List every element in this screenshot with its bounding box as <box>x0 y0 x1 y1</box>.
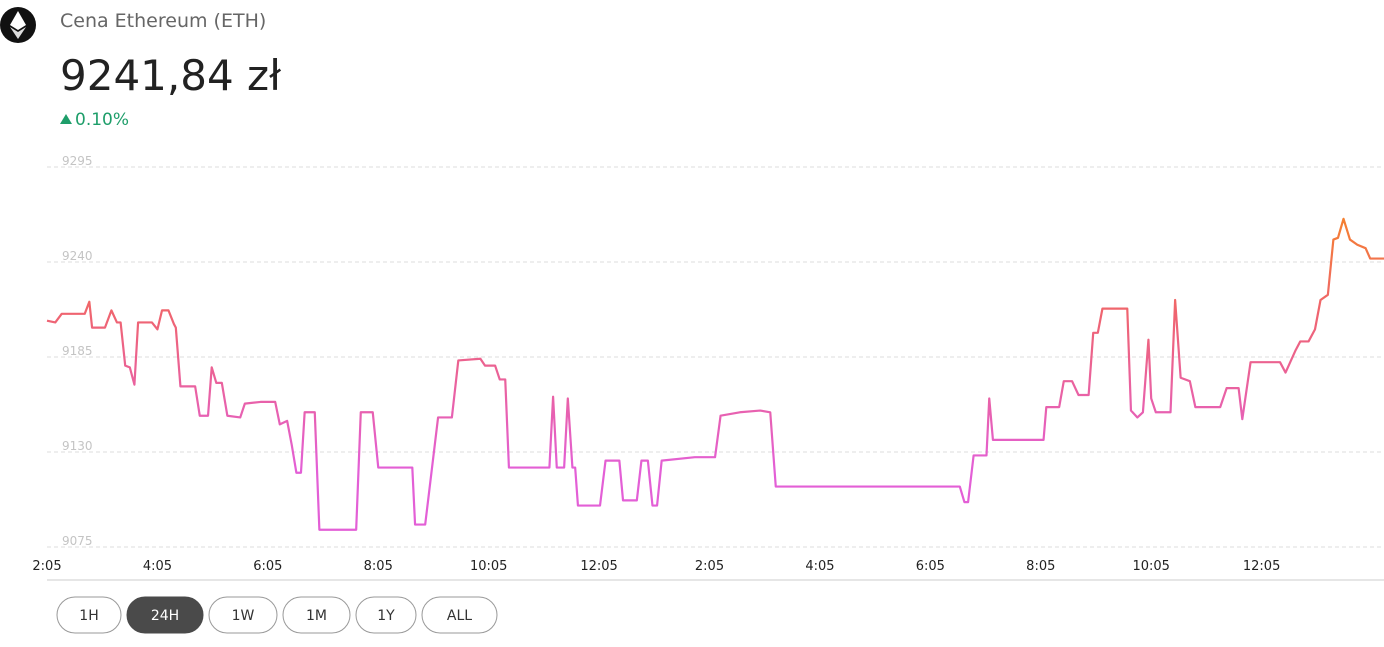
x-tick-label: 10:05 <box>1132 559 1169 574</box>
price: 9241,84 zł <box>60 51 281 100</box>
x-tick-label: 12:05 <box>580 559 617 574</box>
title: Cena Ethereum (ETH) <box>60 10 266 32</box>
eth-icon <box>0 7 36 43</box>
range-button[interactable]: 1M <box>282 596 351 634</box>
up-arrow <box>60 114 72 124</box>
x-tick-label: 6:05 <box>916 559 945 574</box>
range-button-bg <box>421 596 498 634</box>
y-tick-label: 9240 <box>62 249 93 263</box>
range-button[interactable]: 1W <box>208 596 278 634</box>
x-tick-label: 6:05 <box>253 559 282 574</box>
range-button[interactable]: 1H <box>56 596 122 634</box>
range-button-label: 1W <box>232 608 255 624</box>
x-tick-label: 8:05 <box>1026 559 1055 574</box>
change: 0.10% <box>75 110 129 130</box>
x-tick-label: 4:05 <box>805 559 834 574</box>
range-button-bg <box>208 596 278 634</box>
y-tick-label: 9075 <box>62 534 93 548</box>
range-button[interactable]: ALL <box>421 596 498 634</box>
range-button-label: 24H <box>151 608 179 624</box>
range-button-bg <box>126 596 204 634</box>
range-button-label: 1H <box>79 608 98 624</box>
x-tick-label: 10:05 <box>470 559 507 574</box>
x-tick-label: 2:05 <box>32 559 61 574</box>
range-button-bg <box>56 596 122 634</box>
x-tick-label: 8:05 <box>364 559 393 574</box>
x-tick-label: 2:05 <box>695 559 724 574</box>
range-button-label: 1Y <box>377 608 395 624</box>
y-tick-label: 9130 <box>62 439 93 453</box>
x-tick-label: 12:05 <box>1243 559 1280 574</box>
range-button-bg <box>355 596 417 634</box>
price-line <box>46 217 1384 531</box>
y-tick-label: 9295 <box>62 154 93 168</box>
range-button-label: 1M <box>306 608 327 624</box>
range-button[interactable]: 24H <box>126 596 204 634</box>
range-button-label: ALL <box>447 608 472 624</box>
range-button[interactable]: 1Y <box>355 596 417 634</box>
range-button-bg <box>282 596 351 634</box>
y-tick-label: 9185 <box>62 344 93 358</box>
x-tick-label: 4:05 <box>143 559 172 574</box>
